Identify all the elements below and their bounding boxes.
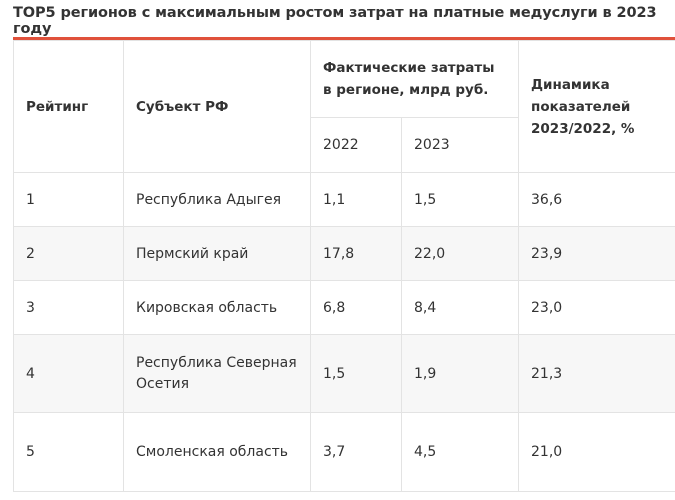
table-row: 4 Республика Северная Осетия 1,5 1,9 21,… (13, 334, 675, 413)
cell-dynamics: 21,3 (518, 334, 675, 413)
header-dynamics: Динамика показателей 2023/2022, % (518, 40, 675, 173)
header-spending: Фактические затраты в регионе, млрд руб. (309, 40, 520, 118)
header-rank: Рейтинг (13, 40, 124, 173)
table-header-row: Рейтинг Субъект РФ Фактические затраты в… (13, 40, 675, 173)
table-row: 1 Республика Адыгея 1,1 1,5 36,6 (13, 172, 675, 227)
cell-region: Кировская область (123, 280, 311, 335)
header-year-2023: 2023 (400, 117, 520, 173)
title-accent-line (13, 37, 675, 40)
cell-region: Республика Адыгея (123, 172, 311, 227)
cell-2023: 22,0 (400, 226, 520, 281)
cell-2023: 8,4 (400, 280, 520, 335)
page-title: TOP5 регионов с максимальным ростом затр… (13, 5, 657, 37)
cell-rank: 1 (13, 172, 124, 227)
cell-rank: 3 (13, 280, 124, 335)
cell-rank: 4 (13, 334, 124, 413)
table-row: 5 Смоленская область 3,7 4,5 21,0 (13, 412, 675, 492)
table-row: 3 Кировская область 6,8 8,4 23,0 (13, 280, 675, 335)
cell-dynamics: 23,0 (518, 280, 675, 335)
header-year-2022: 2022 (310, 117, 402, 173)
cell-rank: 2 (13, 226, 124, 281)
cell-dynamics: 23,9 (518, 226, 675, 281)
header-region: Субъект РФ (123, 40, 311, 173)
table-subheader-row: 2022 2023 (14, 117, 675, 173)
cell-dynamics: 36,6 (518, 172, 675, 227)
cell-rank: 5 (13, 412, 124, 492)
cell-2022: 3,7 (310, 412, 402, 492)
cell-2022: 6,8 (310, 280, 402, 335)
cell-2022: 17,8 (310, 226, 402, 281)
cell-2022: 1,5 (310, 334, 402, 413)
cell-region: Пермский край (123, 226, 311, 281)
cell-2023: 1,9 (400, 334, 520, 413)
cell-region: Смоленская область (123, 412, 311, 492)
cell-2022: 1,1 (310, 172, 402, 227)
cell-region: Республика Северная Осетия (123, 334, 311, 413)
table-row: 2 Пермский край 17,8 22,0 23,9 (13, 226, 675, 281)
cell-dynamics: 21,0 (518, 412, 675, 492)
cell-2023: 4,5 (400, 412, 520, 492)
cell-2023: 1,5 (400, 172, 520, 227)
regions-table: Рейтинг Субъект РФ Фактические затраты в… (13, 40, 675, 492)
